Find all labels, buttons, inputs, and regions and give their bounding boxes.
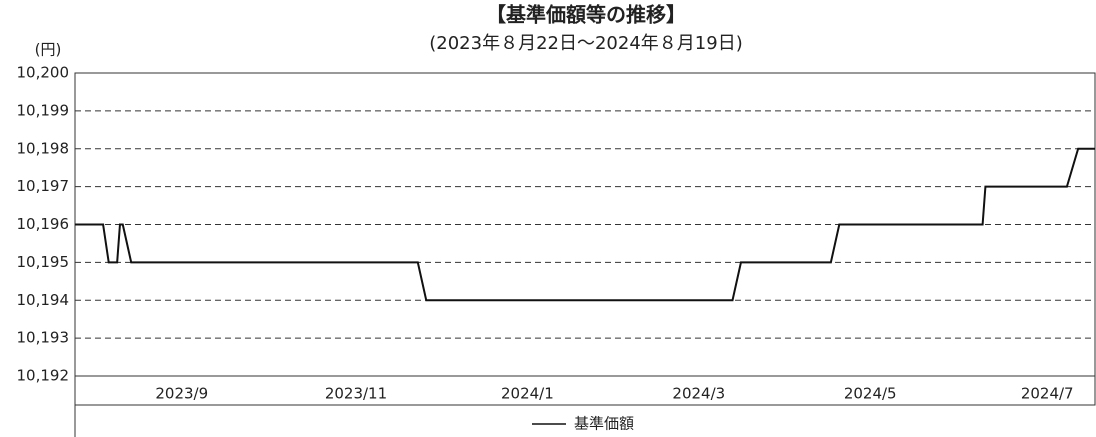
y-tick-label: 10,198 <box>17 139 70 157</box>
x-tick-label: 2024/7 <box>1021 385 1074 403</box>
x-tick-label: 2023/9 <box>155 385 208 403</box>
x-tick-label: 2024/3 <box>672 385 725 403</box>
chart-subtitle: (2023年８月22日～2024年８月19日) <box>429 33 742 54</box>
x-tick-label: 2023/11 <box>325 385 387 403</box>
y-tick-label: 10,195 <box>17 253 70 271</box>
x-tick-label: 2024/1 <box>501 385 554 403</box>
y-tick-label: 10,192 <box>17 367 70 385</box>
y-tick-label: 10,196 <box>17 215 70 233</box>
legend-label: 基準価額 <box>574 415 634 433</box>
data-line <box>75 147 1095 302</box>
y-unit: (円) <box>35 41 62 59</box>
y-tick-label: 10,200 <box>17 64 70 82</box>
plot-frame <box>74 72 1096 406</box>
x-tick-label: 2024/5 <box>844 385 897 403</box>
y-tick-label: 10,193 <box>17 329 70 347</box>
y-tick-label: 10,197 <box>17 177 70 195</box>
y-tick-label: 10,199 <box>17 101 70 119</box>
chart-title: 【基準価額等の推移】 <box>486 3 686 27</box>
y-tick-label: 10,194 <box>17 291 70 309</box>
